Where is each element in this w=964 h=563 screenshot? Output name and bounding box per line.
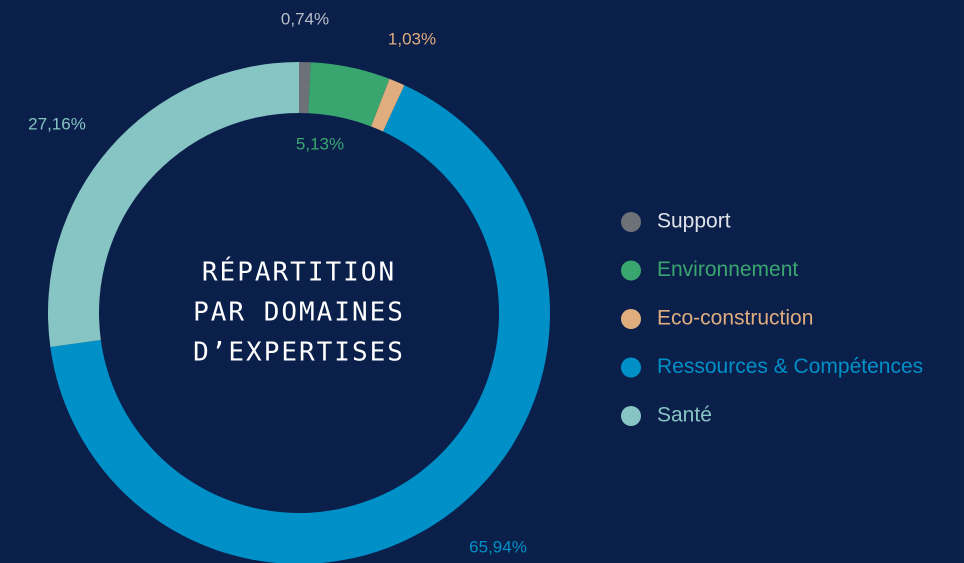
legend-marker [621, 309, 641, 329]
data-label: 65,94% [469, 537, 527, 556]
legend-label: Santé [657, 404, 712, 427]
legend-marker [621, 212, 641, 232]
legend-label: Support [657, 210, 731, 233]
legend-label: Eco-construction [657, 307, 813, 330]
data-label: 0,74% [281, 9, 329, 28]
chart-title: PAR DOMAINES [193, 298, 405, 328]
chart-title: D’EXPERTISES [193, 338, 405, 368]
data-label: 5,13% [296, 134, 344, 153]
donut-slice [308, 62, 390, 127]
legend-marker [621, 260, 641, 281]
data-label: 27,16% [28, 114, 86, 133]
legend-marker [621, 357, 641, 378]
chart-title: RÉPARTITION [202, 256, 396, 288]
legend-label: Ressources & Compétences [657, 355, 923, 378]
donut-slice [371, 78, 405, 132]
data-label: 1,03% [388, 29, 436, 48]
legend-label: Environnement [657, 258, 798, 281]
legend-marker [621, 406, 641, 426]
donut-slice [47, 62, 300, 347]
donut-slice [299, 62, 311, 114]
